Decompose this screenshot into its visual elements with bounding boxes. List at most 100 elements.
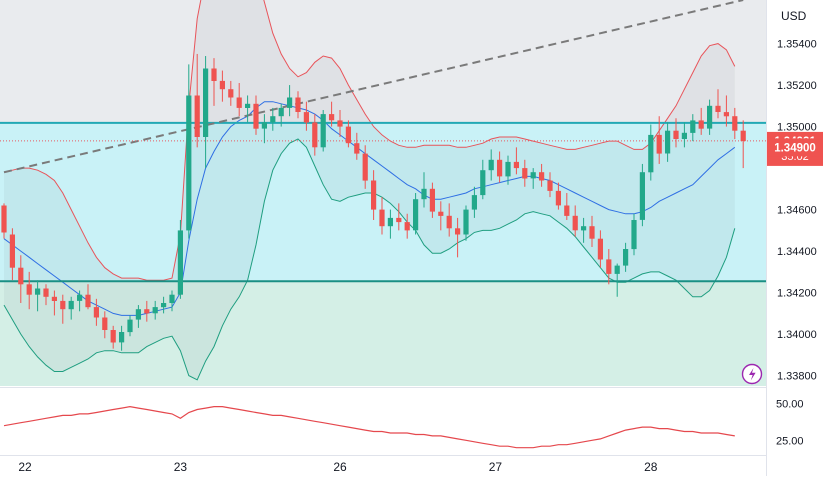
- band-basis-line: [3, 101, 736, 316]
- horizontal-levels[interactable]: [0, 0, 766, 283]
- oscillator-tick-label: 50.00: [776, 399, 804, 411]
- price-tick-label: 1.35400: [777, 39, 817, 51]
- candle: [26, 271, 32, 310]
- oscillator-pane: [3, 405, 735, 449]
- candle: [345, 120, 351, 148]
- candle: [354, 132, 360, 160]
- candle: [362, 145, 368, 189]
- candle: [337, 109, 343, 137]
- candle: [648, 124, 654, 181]
- time-tick-label: 23: [174, 460, 188, 474]
- price-tick-label: 1.33800: [777, 371, 817, 383]
- band-fill: [4, 0, 735, 380]
- time-axis[interactable]: 22 23 26 27 28: [18, 460, 657, 474]
- candle: [572, 205, 578, 237]
- candle: [295, 91, 301, 119]
- candle: [77, 290, 83, 312]
- candle: [589, 215, 595, 247]
- zone-below: [0, 281, 766, 386]
- candle: [144, 300, 150, 322]
- candle: [606, 249, 612, 285]
- candle: [261, 114, 267, 144]
- candle: [228, 80, 234, 106]
- oscillator-tick-label: 25.00: [776, 435, 804, 447]
- zone-above: [0, 0, 766, 123]
- candle: [161, 296, 167, 314]
- candle: [707, 99, 713, 135]
- candle: [169, 290, 175, 312]
- candle: [236, 83, 242, 117]
- candle: [732, 107, 738, 140]
- candle: [9, 228, 15, 281]
- trend-line[interactable]: [3, 0, 744, 174]
- candle: [329, 101, 335, 127]
- candles: [1, 53, 746, 351]
- alert-button[interactable]: [741, 363, 763, 385]
- candle: [413, 193, 419, 235]
- candle: [429, 182, 435, 218]
- candle: [480, 159, 486, 200]
- candle: [631, 213, 637, 256]
- candle: [564, 193, 570, 220]
- time-tick-label: 22: [18, 460, 32, 474]
- candle: [547, 172, 553, 198]
- candle: [93, 298, 99, 326]
- oscillator-line: [3, 405, 735, 449]
- price-tick-label: 1.35200: [777, 80, 817, 92]
- candle: [135, 305, 141, 328]
- candle: [60, 294, 66, 324]
- time-tick-label: 27: [489, 460, 503, 474]
- candle: [698, 107, 704, 135]
- candle: [673, 118, 679, 148]
- candle: [43, 284, 49, 306]
- candle: [555, 182, 561, 210]
- candle: [18, 255, 24, 303]
- candle: [320, 109, 326, 152]
- price-tick-label: 1.34400: [777, 246, 817, 258]
- candle: [303, 101, 309, 131]
- time-tick-label: 28: [644, 460, 658, 474]
- candle: [740, 120, 746, 169]
- candle: [253, 95, 259, 135]
- candle: [505, 155, 511, 185]
- candle: [127, 315, 133, 337]
- candle: [219, 70, 225, 102]
- lightning-icon: [749, 368, 756, 381]
- candle: [194, 53, 200, 148]
- price-tick-label: 1.35000: [777, 122, 817, 134]
- candle: [623, 242, 629, 272]
- candle: [522, 159, 528, 187]
- candle: [614, 263, 620, 297]
- candle: [681, 122, 687, 148]
- candle: [539, 163, 545, 187]
- candle: [312, 114, 318, 156]
- candle: [387, 209, 393, 239]
- currency-label[interactable]: USD: [781, 9, 807, 23]
- band-lower-line: [3, 138, 736, 381]
- level-tag-value: 1.34900: [774, 142, 816, 154]
- price-zones: [0, 0, 766, 386]
- price-tag: 1.3493135:021.34900: [767, 131, 823, 166]
- candle: [463, 205, 469, 241]
- candle: [715, 89, 721, 119]
- candle: [690, 114, 696, 142]
- price-axis[interactable]: 1.35400 1.35200 1.35000 1.34600 1.34400 1.342…: [777, 39, 817, 383]
- candle: [421, 172, 427, 208]
- candle: [639, 163, 645, 227]
- candle: [186, 64, 192, 239]
- candle: [488, 149, 494, 181]
- candle: [51, 290, 57, 316]
- candle: [581, 217, 587, 243]
- candle: [497, 151, 503, 183]
- candle: [68, 296, 74, 320]
- level-tag-box: [767, 138, 823, 157]
- price-tick-label: 1.34000: [777, 329, 817, 341]
- candle: [656, 116, 662, 164]
- candle: [35, 280, 41, 312]
- candle: [438, 201, 444, 231]
- candle: [110, 325, 116, 349]
- candle: [119, 325, 125, 351]
- candle: [597, 230, 603, 268]
